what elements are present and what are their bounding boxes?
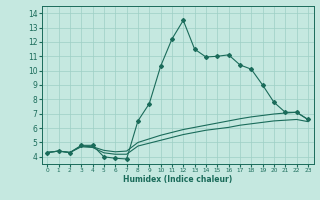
- X-axis label: Humidex (Indice chaleur): Humidex (Indice chaleur): [123, 175, 232, 184]
